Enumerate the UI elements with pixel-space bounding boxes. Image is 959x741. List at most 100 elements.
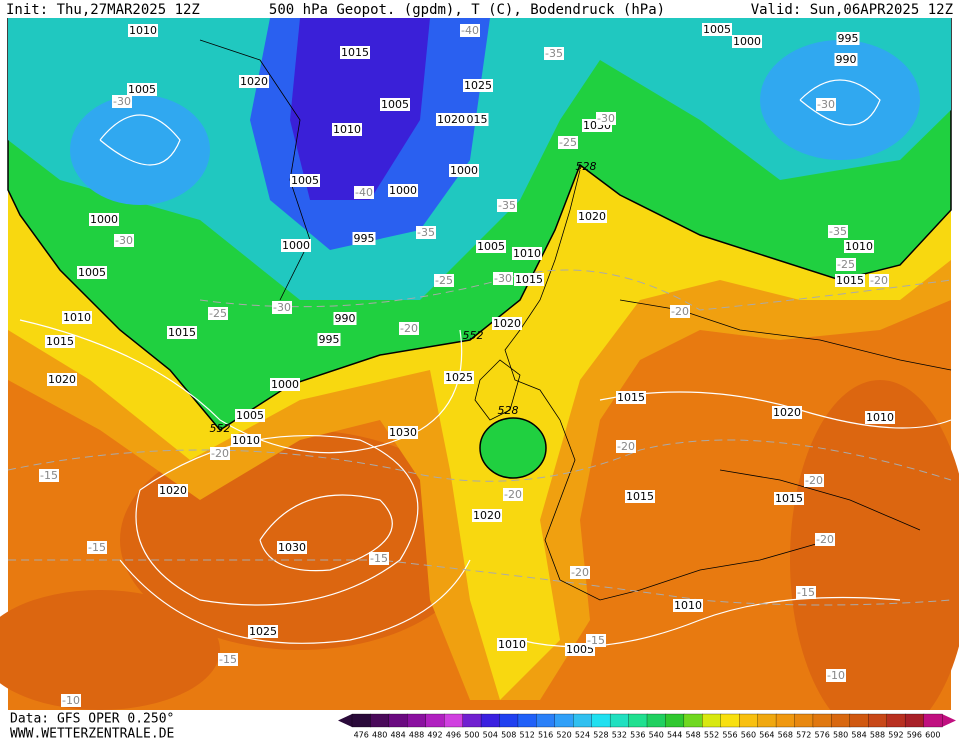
isobar-label: 1000	[733, 35, 761, 48]
colorbar-swatch	[812, 713, 833, 728]
colorbar-label: 524	[575, 731, 590, 740]
temperature-label-box	[416, 226, 436, 239]
isobar-label-box	[388, 184, 418, 197]
colorbar-label: 492	[427, 731, 442, 740]
isobar-label-box	[497, 638, 527, 651]
temperature-label-box	[218, 653, 238, 666]
colorbar-label: 548	[685, 731, 700, 740]
isobar-label: 1015	[775, 492, 803, 505]
isobar-label-box	[231, 434, 261, 447]
temperature-label: -15	[370, 552, 388, 565]
isobar-label: 1015	[617, 391, 645, 404]
colorbar-arrow	[338, 714, 352, 727]
isobar-label-box	[865, 411, 895, 424]
isobar-label: 1005	[477, 240, 505, 253]
isobar-label: 1015	[341, 46, 369, 59]
temperature-label-box	[869, 274, 889, 287]
colorbar-label: 556	[722, 731, 737, 740]
isobar-label-box	[333, 312, 357, 325]
colorbar-label: 496	[446, 731, 461, 740]
isobar-label: 1030	[278, 541, 306, 554]
isobar-label-box	[476, 240, 506, 253]
isobar-label-box	[444, 371, 474, 384]
colorbar-label: 476	[354, 731, 369, 740]
isobar-label: 1010	[866, 411, 894, 424]
isobar-label-box	[492, 317, 522, 330]
colorbar-label: 512	[520, 731, 535, 740]
temperature-label: -35	[417, 226, 435, 239]
temperature-label-box	[434, 274, 454, 287]
temperature-label: -30	[494, 272, 512, 285]
temperature-label: -40	[355, 186, 373, 199]
isobar-label: 1025	[249, 625, 277, 638]
temperature-label-box	[796, 586, 816, 599]
colorbar-swatch	[868, 713, 888, 728]
height-label: 552	[210, 422, 231, 435]
temperature-label: -30	[597, 112, 615, 125]
colorbar-swatch	[739, 713, 759, 728]
temperature-label-box	[815, 533, 835, 546]
warm-core	[0, 590, 220, 710]
isobar-label: 1010	[498, 638, 526, 651]
temperature-label-box	[208, 307, 228, 320]
temperature-label-box	[61, 694, 81, 707]
colorbar-swatch	[444, 713, 464, 728]
isobar-label: 1015	[836, 274, 864, 287]
isobar-label-box	[732, 35, 762, 48]
isobar-label-box	[436, 113, 466, 126]
colorbar-swatch	[702, 713, 722, 728]
colorbar-swatch	[665, 713, 685, 728]
colorbar-label: 516	[538, 731, 553, 740]
isobar-label-box	[62, 311, 92, 324]
isobar-label: 1000	[450, 164, 478, 177]
colorbar-swatch	[609, 713, 630, 728]
colorbar-label: 484	[390, 731, 405, 740]
isobar-label: 1020	[240, 75, 268, 88]
colorbar-swatch	[591, 713, 611, 728]
isobar-label: 1005	[236, 409, 264, 422]
isobar-label-box	[702, 23, 732, 36]
colorbar-swatch	[757, 713, 777, 728]
height-label: 528	[576, 160, 597, 173]
temperature-label: -15	[587, 634, 605, 647]
data-source: Data: GFS OPER 0.250°	[10, 712, 174, 727]
temperature-label: -20	[671, 305, 689, 318]
isobar-label: 995	[319, 333, 340, 346]
isobar-label-box	[616, 391, 646, 404]
isobar-label-box	[472, 509, 502, 522]
isobar-label-box	[317, 333, 341, 346]
isobars	[19, 79, 952, 648]
colorbar: 476 480 484 488 492 496 500 504 508 512 516 520 524 5…	[338, 713, 956, 740]
isobar-label: 1000	[282, 239, 310, 252]
temperature-label: -20	[816, 533, 834, 546]
colorbar-label: 532	[612, 731, 627, 740]
colorbar-label: 588	[870, 731, 885, 740]
colorbar-swatch	[425, 713, 445, 728]
isobar-label-box	[290, 174, 320, 187]
colorbar-label: 596	[907, 731, 922, 740]
isobar-label-box	[340, 46, 370, 59]
temperature-label-box	[369, 552, 389, 565]
isobar-label-box	[167, 326, 197, 339]
temperature-label: -30	[817, 98, 835, 111]
height-label: 528	[498, 404, 519, 417]
colorbar-swatch	[462, 713, 482, 728]
colorbar-label: 568	[778, 731, 793, 740]
isobar-label: 1010	[333, 123, 361, 136]
temperature-label-box	[836, 258, 856, 271]
temperature-label-box	[112, 95, 132, 108]
temperature-label-box	[670, 305, 690, 318]
temperature-label: -25	[209, 307, 227, 320]
temperature-label-box	[616, 440, 636, 453]
isobar-label-box	[332, 123, 362, 136]
cold-cell	[479, 417, 547, 479]
isobar-label-box	[835, 274, 865, 287]
colorbar-swatch	[923, 713, 943, 728]
temperature-label: -30	[113, 95, 131, 108]
temperature-label-box	[826, 669, 846, 682]
temperature-label-box	[558, 136, 578, 149]
isobar-label: 1020	[493, 317, 521, 330]
temperature-label: -20	[504, 488, 522, 501]
isobar-label-box	[625, 490, 655, 503]
